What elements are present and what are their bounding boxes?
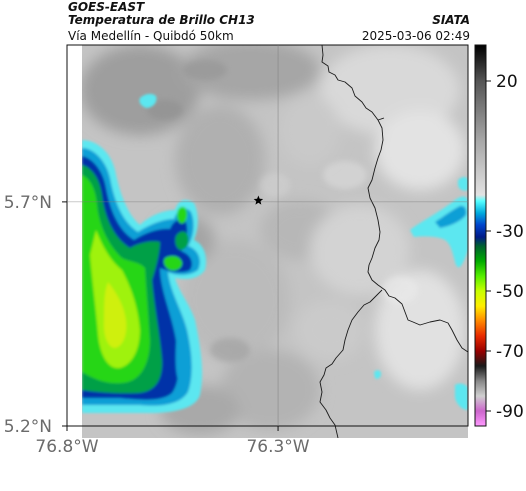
satellite-title: GOES-EAST [68, 0, 145, 14]
location-star-icon [253, 195, 264, 205]
lon-tick-label: 76.3°W [246, 437, 309, 457]
colorbar-tick-label: -30 [496, 222, 524, 242]
region-subtitle: Vía Medellín - Quibdó 50km [68, 29, 234, 43]
timestamp: 2025-03-06 02:49 [361, 29, 470, 43]
colorbar-tick-label: 20 [496, 72, 518, 92]
admin-boundary-lines [319, 45, 468, 438]
gridlines [67, 45, 468, 426]
colorbar-tick-label: -50 [496, 282, 524, 302]
lat-tick-label: 5.2°N [4, 417, 52, 437]
colorbar-gradient [474, 44, 487, 427]
colorbar-tick-label: -70 [496, 342, 524, 362]
convective-cloud [82, 93, 468, 413]
lon-tick-label: 76.8°W [35, 437, 98, 457]
lat-tick-label: 5.7°N [4, 193, 52, 213]
colorbar-tick-label: -90 [496, 402, 524, 422]
colorbar: 20 -30 -50 -70 -90 [474, 44, 524, 427]
product-title: Temperatura de Brillo CH13 [68, 13, 255, 27]
brand-label: SIATA [432, 13, 470, 27]
plot-border [66, 44, 469, 427]
brightness-temperature-field [82, 45, 468, 438]
